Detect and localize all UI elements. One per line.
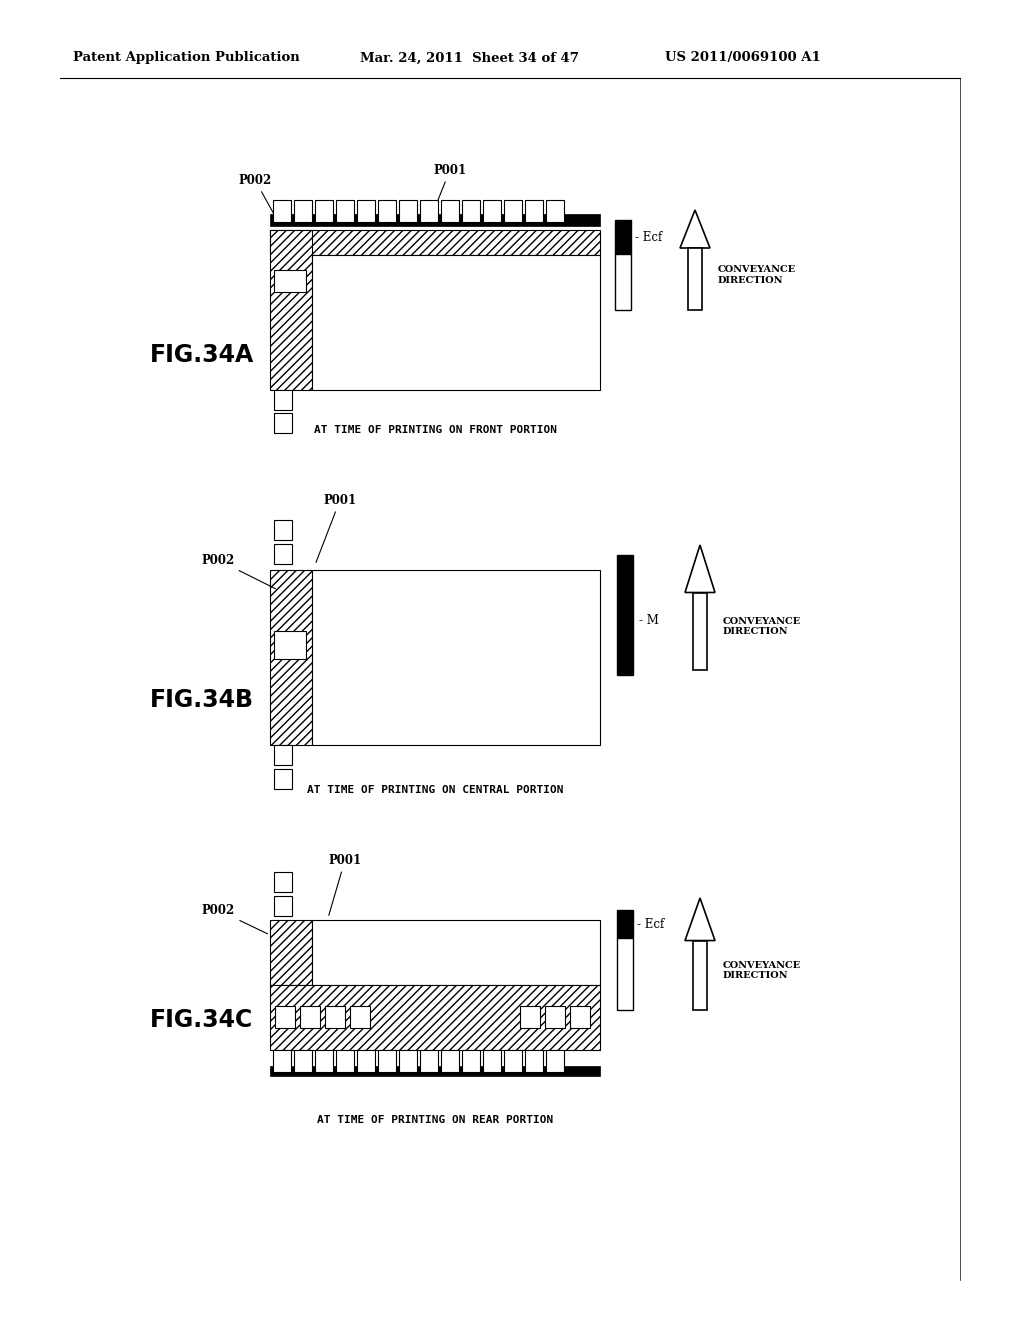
Bar: [350, 1006, 370, 1028]
Text: AT TIME OF PRINTING ON REAR PORTION: AT TIME OF PRINTING ON REAR PORTION: [316, 1115, 553, 1125]
Bar: [570, 1006, 590, 1028]
Bar: [270, 1067, 600, 1076]
Bar: [270, 570, 312, 744]
Text: - Ecf: - Ecf: [637, 917, 665, 931]
Polygon shape: [685, 898, 715, 941]
Bar: [420, 1049, 438, 1072]
Bar: [275, 1006, 295, 1028]
Bar: [525, 1049, 543, 1072]
Text: P001: P001: [431, 164, 467, 218]
Bar: [274, 631, 306, 659]
Bar: [378, 1049, 396, 1072]
Bar: [693, 941, 707, 1010]
Text: P002: P002: [239, 173, 279, 223]
Bar: [399, 1049, 417, 1072]
Bar: [312, 255, 600, 389]
Bar: [504, 1049, 522, 1072]
Bar: [504, 201, 522, 222]
Bar: [545, 1006, 565, 1028]
Bar: [274, 896, 292, 916]
Text: P001: P001: [329, 854, 361, 915]
Text: FIG.34C: FIG.34C: [150, 1008, 253, 1032]
Bar: [462, 201, 480, 222]
Text: - Ecf: - Ecf: [635, 231, 663, 244]
Bar: [270, 985, 600, 1049]
Text: P002: P002: [202, 553, 275, 589]
Bar: [270, 920, 312, 985]
Bar: [441, 1049, 459, 1072]
Bar: [688, 248, 702, 310]
Bar: [378, 201, 396, 222]
Bar: [274, 520, 292, 540]
Bar: [274, 744, 292, 766]
Bar: [273, 201, 291, 222]
Text: P002: P002: [202, 903, 267, 933]
Bar: [693, 593, 707, 671]
Bar: [270, 214, 600, 226]
Bar: [274, 413, 292, 433]
Bar: [315, 201, 333, 222]
Bar: [325, 1006, 345, 1028]
Bar: [336, 201, 354, 222]
Bar: [357, 201, 375, 222]
Text: P001: P001: [316, 494, 356, 562]
Bar: [525, 201, 543, 222]
Text: CONVEYANCE
DIRECTION: CONVEYANCE DIRECTION: [718, 265, 797, 285]
Bar: [617, 939, 633, 1010]
Text: US 2011/0069100 A1: US 2011/0069100 A1: [665, 51, 821, 65]
Bar: [273, 1049, 291, 1072]
Text: CONVEYANCE
DIRECTION: CONVEYANCE DIRECTION: [723, 616, 801, 636]
Bar: [357, 1049, 375, 1072]
Bar: [270, 230, 600, 255]
Text: CONVEYANCE
DIRECTION: CONVEYANCE DIRECTION: [723, 961, 801, 981]
Bar: [615, 220, 631, 255]
Bar: [315, 1049, 333, 1072]
Bar: [312, 920, 600, 985]
Bar: [615, 255, 631, 310]
Bar: [274, 389, 292, 411]
Bar: [300, 1006, 319, 1028]
Text: FIG.34B: FIG.34B: [150, 688, 254, 711]
Bar: [294, 201, 312, 222]
Bar: [483, 201, 501, 222]
Bar: [399, 201, 417, 222]
Bar: [312, 570, 600, 744]
Bar: [336, 1049, 354, 1072]
Bar: [274, 873, 292, 892]
Text: - M: - M: [639, 615, 658, 627]
Bar: [520, 1006, 540, 1028]
Bar: [441, 201, 459, 222]
Bar: [546, 1049, 564, 1072]
Bar: [270, 230, 312, 389]
Bar: [274, 770, 292, 789]
Bar: [294, 1049, 312, 1072]
Text: Patent Application Publication: Patent Application Publication: [73, 51, 300, 65]
Text: AT TIME OF PRINTING ON FRONT PORTION: AT TIME OF PRINTING ON FRONT PORTION: [313, 425, 556, 436]
Polygon shape: [680, 210, 710, 248]
Text: Mar. 24, 2011  Sheet 34 of 47: Mar. 24, 2011 Sheet 34 of 47: [360, 51, 579, 65]
Text: FIG.34A: FIG.34A: [150, 343, 254, 367]
Bar: [483, 1049, 501, 1072]
Bar: [617, 554, 633, 675]
Bar: [462, 1049, 480, 1072]
Bar: [617, 909, 633, 939]
Bar: [420, 201, 438, 222]
Bar: [546, 201, 564, 222]
Polygon shape: [685, 545, 715, 593]
Bar: [274, 544, 292, 564]
Text: AT TIME OF PRINTING ON CENTRAL PORTION: AT TIME OF PRINTING ON CENTRAL PORTION: [307, 785, 563, 795]
Bar: [274, 271, 306, 292]
